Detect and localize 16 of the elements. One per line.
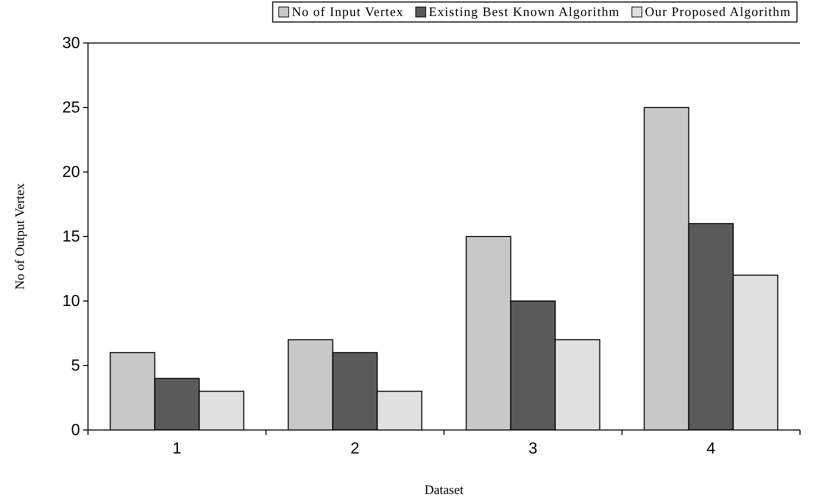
x-tick-label: 2 [350,440,360,458]
y-tick-label: 30 [62,35,80,52]
y-axis-title: No of Output Vertex [12,182,27,290]
y-tick-label: 0 [71,422,80,440]
y-tick-label: 15 [62,228,80,246]
legend-label: No of Input Vertex [292,4,404,19]
x-tick-label: 1 [172,440,182,458]
x-axis-title: Dataset [424,482,464,497]
legend-label: Our Proposed Algorithm [644,4,791,19]
y-tick-label: 25 [62,100,80,117]
x-tick-label: 4 [706,440,716,458]
x-tick-label: 3 [528,440,538,458]
y-tick-label: 10 [62,293,80,310]
y-tick-label: 20 [62,164,80,182]
legend-label: Existing Best Known Algorithm [428,4,620,19]
y-tick-label: 5 [71,358,80,375]
